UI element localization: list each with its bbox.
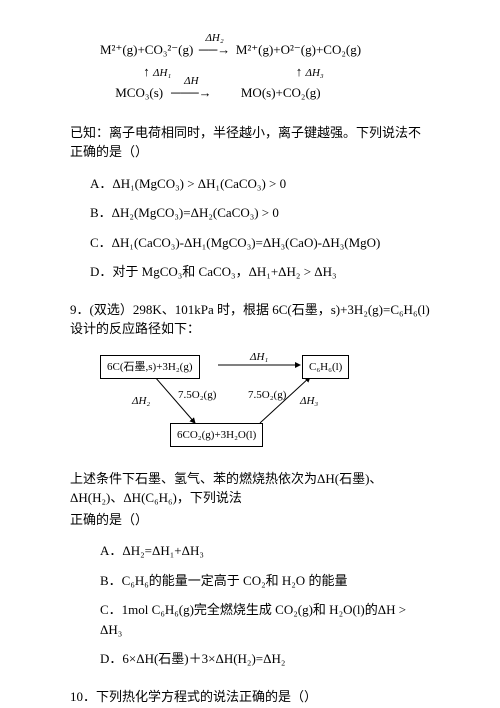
q9-diagram: 6C(石墨,s)+3H₂(g) C₆H₆(l) 6CO₂(g)+3H₂O(l) …: [100, 351, 360, 451]
o2-left: 7.5O₂(g): [178, 387, 216, 404]
row3-arrow-label: ΔH: [166, 73, 216, 90]
q9-option-d: D．6×ΔH(石墨)＋3×ΔH(H₂)=ΔH₂: [100, 649, 430, 669]
q9-para: 上述条件下石墨、氢气、苯的燃烧热依次为ΔH(石墨)、ΔH(H₂)、ΔH(C₆H₆…: [70, 469, 430, 508]
o2-right: 7.5O₂(g): [248, 387, 286, 404]
row1-right: M²⁺(g)+O²⁻(g)+CO₂(g): [236, 42, 361, 57]
q8-given: 已知：离子电荷相同时，半径越小，离子键越强。下列说法不正确的是（）: [70, 123, 430, 162]
eq-row-1: M²⁺(g)+CO₃²⁻(g) ΔH₂ ──→ M²⁺(g)+O²⁻(g)+CO…: [100, 40, 430, 60]
row1-left: M²⁺(g)+CO₃²⁻(g): [100, 42, 193, 57]
q9-para2: 正确的是（）: [70, 510, 430, 530]
dh2: ΔH₂: [132, 393, 150, 410]
eq-row-3: MCO₃(s) ΔH ───→ MO(s)+CO₂(g): [100, 83, 430, 103]
q9-option-c: C．1mol C₆H₆(g)完全燃烧生成 CO₂(g)和 H₂O(l)的ΔH >…: [100, 600, 430, 639]
row3-left: MCO₃(s): [115, 85, 163, 100]
node-top-right: C₆H₆(l): [302, 355, 349, 380]
row3-right: MO(s)+CO₂(g): [241, 85, 321, 100]
up-arrow-2: ↑: [296, 64, 303, 79]
top-energy-diagram: M²⁺(g)+CO₃²⁻(g) ΔH₂ ──→ M²⁺(g)+O²⁻(g)+CO…: [100, 40, 430, 103]
mid-arrows: ↑ ΔH₁ ↑ ΔH₃: [100, 62, 430, 82]
dh3: ΔH₃: [300, 393, 318, 410]
dh1: ΔH₁: [250, 349, 268, 366]
dh3-label: ΔH₃: [305, 67, 323, 79]
node-top-left: 6C(石墨,s)+3H₂(g): [100, 355, 200, 380]
q9-option-a: A．ΔH₂=ΔH₁+ΔH₃: [100, 541, 430, 561]
q9-option-b: B．C₆H₆的能量一定高于 CO₂和 H₂O 的能量: [100, 571, 430, 591]
row1-arrow-label: ΔH₂: [197, 30, 233, 47]
q8-option-d: D．对于 MgCO₃和 CaCO₃，ΔH₁+ΔH₂ > ΔH₃: [90, 262, 430, 282]
node-bottom: 6CO₂(g)+3H₂O(l): [170, 423, 263, 448]
q8-option-c: C．ΔH₁(CaCO₃)-ΔH₁(MgCO₃)=ΔH₃(CaO)-ΔH₃(MgO…: [90, 233, 430, 253]
q9-stem: 9．(双选）298K、101kPa 时，根据 6C(石墨，s)+3H₂(g)=C…: [70, 300, 430, 339]
up-arrow-1: ↑: [143, 64, 150, 79]
q10-stem: 10．下列热化学方程式的说法正确的是（）: [70, 687, 430, 707]
q8-option-b: B．ΔH₂(MgCO₃)=ΔH₂(CaCO₃) > 0: [90, 203, 430, 223]
q8-option-a: A．ΔH₁(MgCO₃) > ΔH₁(CaCO₃) > 0: [90, 174, 430, 194]
